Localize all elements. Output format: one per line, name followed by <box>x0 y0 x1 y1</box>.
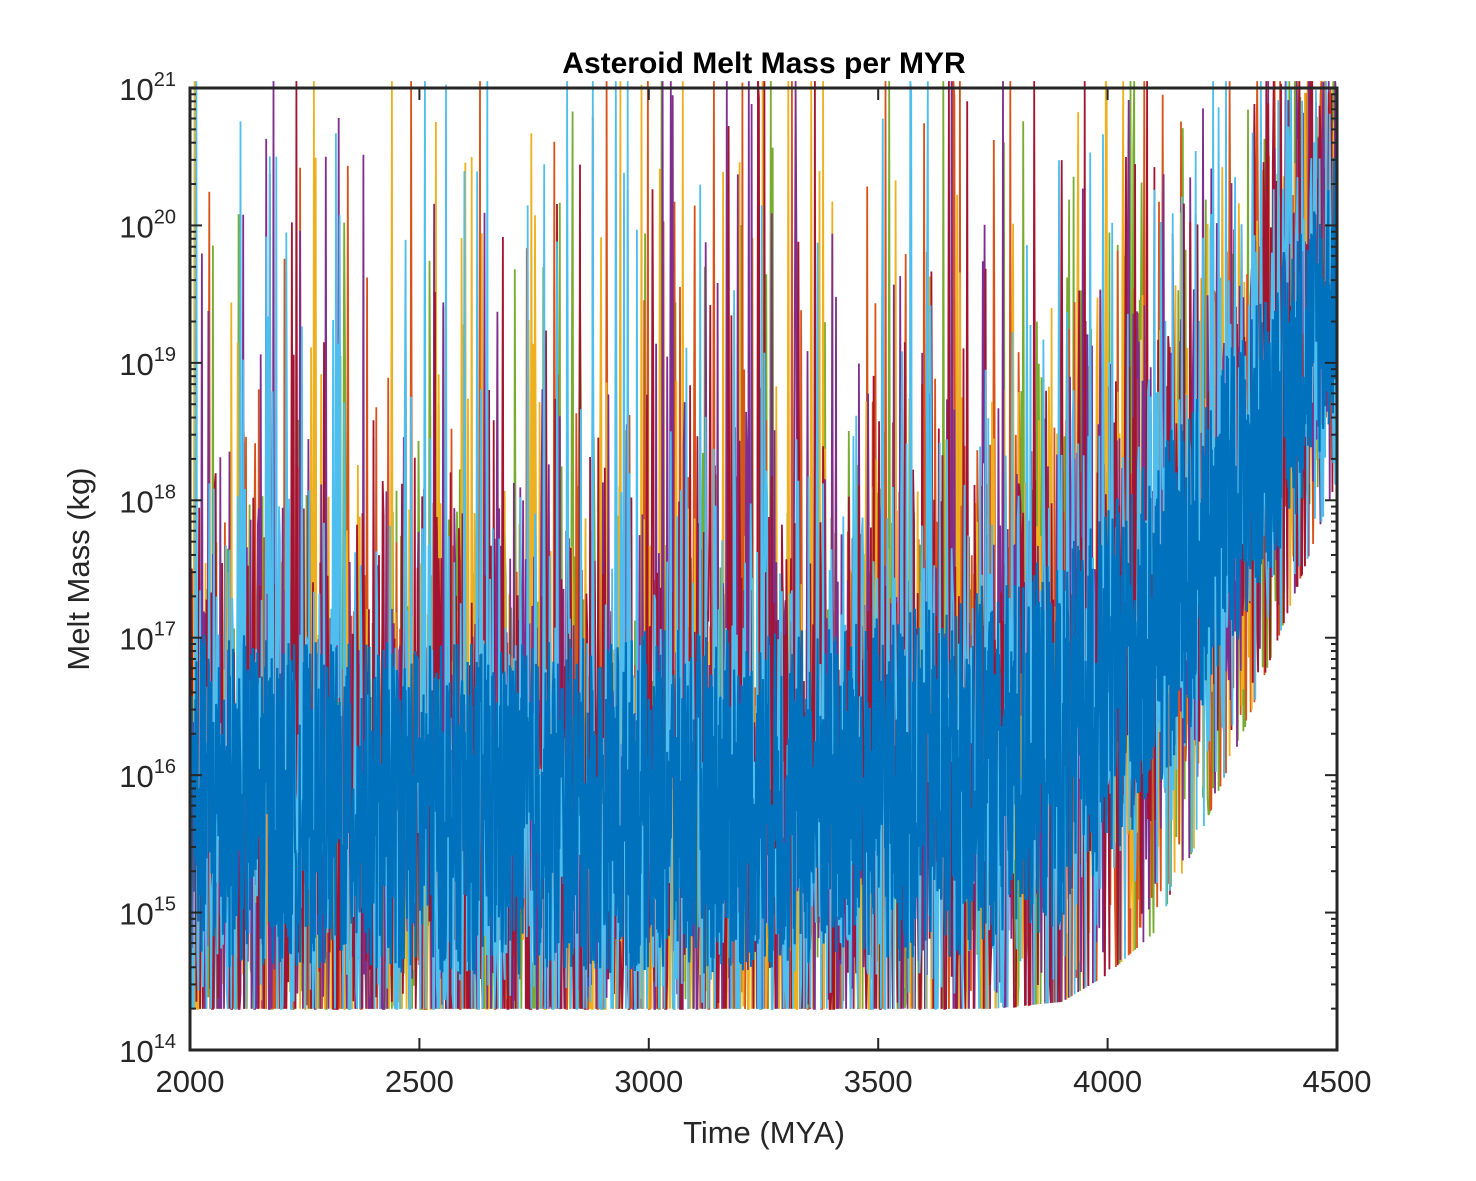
x-tick-label: 4000 <box>1073 1064 1142 1099</box>
y-tick-label: 1021 <box>119 69 176 107</box>
x-tick-label: 3500 <box>844 1064 913 1099</box>
x-tick-label: 2500 <box>385 1064 454 1099</box>
series-line <box>188 157 1339 975</box>
x-tick-label: 3000 <box>614 1064 683 1099</box>
plot-box <box>188 86 1339 1052</box>
y-tick-label: 1015 <box>119 894 176 932</box>
y-tick-label: 1019 <box>119 344 176 382</box>
y-tick-label: 1017 <box>119 619 176 657</box>
x-axis-ticks: 2000 2500 3000 3500 4000 4500 <box>156 88 1372 1099</box>
x-axis-label: Time (MYA) <box>683 1115 845 1150</box>
x-tick-label: 4500 <box>1303 1064 1372 1099</box>
y-tick-label: 1018 <box>119 481 176 519</box>
x-tick-label: 2000 <box>156 1064 225 1099</box>
chart-title: Asteroid Melt Mass per MYR <box>562 47 966 80</box>
y-tick-label: 1014 <box>119 1031 176 1069</box>
y-axis-label: Melt Mass (kg) <box>61 467 96 670</box>
y-tick-label: 1016 <box>119 756 176 794</box>
y-axis-ticks: 1014 1015 1016 1017 1018 1019 1020 1021 <box>119 69 1337 1069</box>
y-tick-label: 1020 <box>119 206 176 244</box>
plot-series <box>188 81 1339 1010</box>
